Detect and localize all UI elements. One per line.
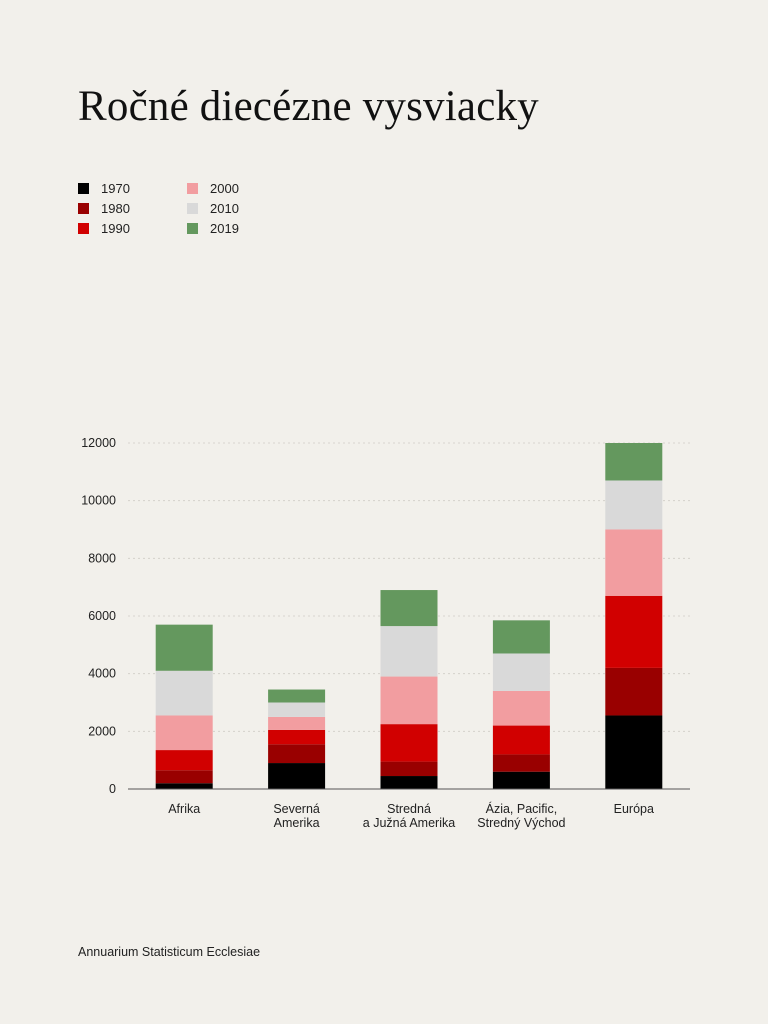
bar-segment-1990 <box>492 725 550 755</box>
bar-segment-1990 <box>380 724 438 762</box>
bar-segment-2019 <box>268 689 326 703</box>
legend-swatch-2010 <box>187 202 198 214</box>
bar-segment-2010 <box>605 480 663 530</box>
bar-segment-2000 <box>380 676 438 725</box>
bar-segment-1990 <box>268 729 326 745</box>
x-tick-label: Stredný Východ <box>477 816 565 830</box>
x-tick-label: Ázia, Pacific, <box>486 801 558 816</box>
bar-segment-1980 <box>268 744 326 764</box>
x-tick-label: Stredná <box>387 802 431 816</box>
bar-segment-1970 <box>605 715 663 789</box>
legend-label-1980: 1980 <box>101 200 130 216</box>
source-note: Annuarium Statisticum Ecclesiae <box>78 945 261 959</box>
y-tick-label: 0 <box>109 782 116 796</box>
legend-label-1970: 1970 <box>101 180 130 196</box>
y-tick-label: 10000 <box>81 494 116 508</box>
bar-segment-2019 <box>605 443 663 481</box>
bar-segment-2019 <box>492 620 550 654</box>
legend-swatch-1970 <box>78 182 89 194</box>
legend-label-2019: 2019 <box>210 220 239 236</box>
x-tick-label: Afrika <box>168 802 200 816</box>
legend-swatch-2019 <box>187 222 198 234</box>
y-tick-label: 4000 <box>88 667 116 681</box>
bar-segment-2000 <box>155 715 213 751</box>
chart-legend: 1970 1980 1990 2000 2010 2019 <box>78 180 338 240</box>
x-tick-label: Severná <box>273 802 320 816</box>
y-tick-label: 2000 <box>88 724 116 738</box>
legend-label-2010: 2010 <box>210 200 239 216</box>
bar-segment-2010 <box>155 670 213 716</box>
bar-segment-2000 <box>605 529 663 596</box>
y-tick-label: 12000 <box>81 436 116 450</box>
bar-segment-1990 <box>605 595 663 668</box>
bar-segment-1970 <box>380 776 438 789</box>
legend-label-2000: 2000 <box>210 180 239 196</box>
legend-label-1990: 1990 <box>101 220 130 236</box>
legend-item-2019: 2019 <box>187 220 239 236</box>
y-tick-label: 6000 <box>88 609 116 623</box>
legend-swatch-2000 <box>187 182 198 194</box>
legend-item-1970: 1970 <box>78 180 130 196</box>
legend-item-1990: 1990 <box>78 220 130 236</box>
bar-segment-1980 <box>492 754 550 772</box>
bar-segment-1990 <box>155 750 213 771</box>
bar-segment-2010 <box>380 626 438 677</box>
bar-segment-1980 <box>605 667 663 716</box>
bar-segment-2019 <box>380 590 438 627</box>
bar-segment-1980 <box>380 761 438 777</box>
legend-item-2010: 2010 <box>187 200 239 216</box>
bar-segment-2000 <box>492 690 550 726</box>
legend-item-1980: 1980 <box>78 200 130 216</box>
bar-segment-2019 <box>155 624 213 671</box>
x-tick-label: Európa <box>614 802 654 816</box>
legend-swatch-1990 <box>78 222 89 234</box>
bar-segment-1970 <box>155 783 213 789</box>
legend-swatch-1980 <box>78 202 89 214</box>
bar-segment-2000 <box>268 716 326 730</box>
bar-segment-2010 <box>268 702 326 717</box>
x-tick-label: a Južná Amerika <box>363 816 455 830</box>
bar-segment-1980 <box>155 770 213 784</box>
chart-title: Ročné diecézne vysviacky <box>78 83 539 130</box>
bar-segment-1970 <box>492 771 550 789</box>
x-tick-label: Amerika <box>274 816 320 830</box>
bar-segment-2010 <box>492 653 550 691</box>
legend-item-2000: 2000 <box>187 180 239 196</box>
bar-segment-1970 <box>268 763 326 789</box>
y-tick-label: 8000 <box>88 551 116 565</box>
